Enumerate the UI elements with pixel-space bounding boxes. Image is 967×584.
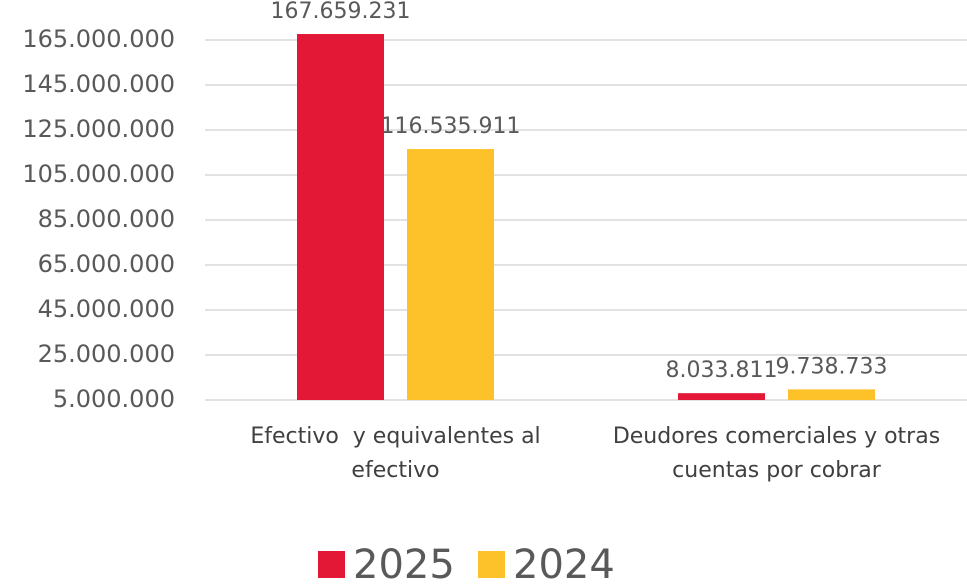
y-tick-label: 65.000.000 bbox=[38, 250, 175, 278]
data-label: 167.659.231 bbox=[271, 0, 411, 24]
x-tick-label: Efectivo y equivalentes al efectivo bbox=[250, 424, 548, 483]
bar bbox=[407, 149, 494, 400]
bar bbox=[788, 389, 875, 400]
legend-swatch bbox=[478, 551, 505, 578]
bar bbox=[297, 34, 384, 401]
legend-label: 2025 bbox=[353, 542, 455, 584]
y-tick-label: 25.000.000 bbox=[38, 340, 175, 368]
data-label: 9.738.733 bbox=[776, 354, 888, 379]
legend-swatch bbox=[318, 551, 345, 578]
y-tick-label: 165.000.000 bbox=[22, 25, 175, 53]
bar bbox=[678, 393, 765, 400]
data-label: 8.033.811 bbox=[666, 358, 778, 383]
x-tick-label: Deudores comerciales y otras cuentas por… bbox=[612, 424, 948, 483]
y-tick-label: 105.000.000 bbox=[22, 160, 175, 188]
y-tick-label: 5.000.000 bbox=[53, 385, 175, 413]
y-tick-label: 125.000.000 bbox=[22, 115, 175, 143]
y-tick-label: 85.000.000 bbox=[38, 205, 175, 233]
y-tick-label: 45.000.000 bbox=[38, 295, 175, 323]
data-label: 116.535.911 bbox=[381, 114, 521, 139]
y-tick-label: 145.000.000 bbox=[22, 70, 175, 98]
legend-label: 2024 bbox=[513, 542, 615, 584]
